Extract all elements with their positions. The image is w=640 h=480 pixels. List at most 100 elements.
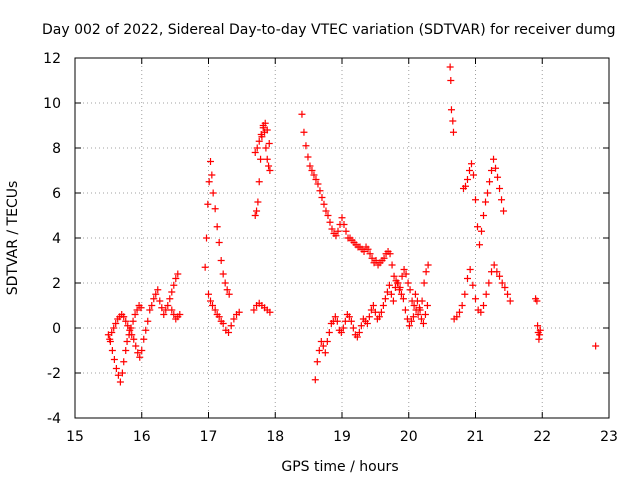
data-point — [168, 288, 176, 296]
data-point — [219, 320, 227, 327]
data-point — [323, 338, 331, 345]
data-point — [152, 290, 160, 298]
data-point — [340, 221, 348, 228]
data-point — [321, 349, 329, 357]
x-tick-label: 17 — [200, 429, 218, 445]
data-point — [205, 290, 212, 298]
axis-ticks: 15 16 17 18 19 20 21 22 23 -4 -2 0 2 4 6 8 10 12 — [43, 51, 618, 445]
data-point — [136, 353, 144, 361]
data-point — [535, 335, 543, 343]
data-point — [118, 369, 126, 377]
data-point — [208, 171, 216, 179]
data-point — [257, 131, 265, 138]
y-tick-label: 12 — [43, 51, 61, 67]
data-point — [213, 223, 221, 231]
grid — [75, 58, 609, 418]
data-point — [255, 137, 263, 145]
data-point — [334, 227, 342, 235]
data-point — [506, 297, 514, 305]
data-points — [104, 63, 600, 386]
data-point — [251, 212, 259, 219]
data-point — [257, 155, 265, 163]
data-point — [300, 128, 308, 136]
data-point — [411, 290, 419, 298]
data-point — [170, 311, 178, 318]
data-point — [381, 295, 389, 303]
data-point — [498, 196, 506, 204]
data-point — [401, 306, 409, 314]
data-point — [313, 358, 321, 366]
data-point — [126, 326, 134, 334]
data-point — [166, 295, 174, 303]
data-point — [360, 248, 368, 255]
data-point — [417, 315, 425, 323]
data-point — [413, 297, 421, 305]
data-point — [490, 261, 498, 269]
data-point — [129, 317, 137, 325]
data-point — [482, 198, 490, 206]
data-point — [211, 306, 219, 314]
data-point — [253, 207, 261, 215]
data-point — [225, 329, 233, 336]
data-point — [461, 182, 469, 190]
data-point — [592, 342, 600, 350]
data-point — [496, 185, 504, 192]
data-point — [215, 239, 223, 246]
data-point — [364, 245, 372, 253]
data-point — [311, 376, 319, 384]
data-point — [496, 272, 504, 280]
data-point — [449, 128, 457, 136]
data-point — [116, 378, 124, 386]
data-point — [174, 270, 182, 278]
data-point — [386, 250, 394, 258]
data-point — [106, 335, 114, 343]
data-point — [484, 189, 492, 197]
data-point — [205, 178, 213, 186]
data-point — [114, 371, 122, 379]
data-point — [137, 304, 145, 312]
data-point — [419, 320, 427, 327]
data-point — [259, 124, 267, 132]
data-point — [367, 306, 375, 314]
data-point — [144, 317, 152, 325]
data-point — [389, 297, 397, 305]
data-point — [304, 153, 312, 161]
data-point — [123, 338, 131, 345]
data-point — [391, 284, 399, 291]
data-point — [219, 270, 227, 278]
data-point — [492, 164, 500, 172]
data-point — [383, 288, 391, 296]
data-point — [345, 313, 353, 321]
data-point — [390, 272, 398, 280]
data-point — [377, 308, 385, 316]
data-point — [211, 205, 219, 213]
data-point — [404, 279, 412, 287]
data-point — [122, 317, 130, 325]
data-point — [110, 324, 118, 332]
y-axis-label: SDTVAR / TECUs — [5, 181, 21, 296]
data-point — [375, 313, 383, 321]
data-point — [204, 200, 212, 208]
y-tick-label: 4 — [52, 231, 61, 247]
data-point — [423, 302, 431, 309]
data-point — [494, 173, 502, 181]
data-point — [134, 349, 142, 357]
x-axis-label: GPS time / hours — [281, 459, 398, 475]
data-point — [355, 329, 363, 336]
data-point — [424, 261, 432, 269]
data-point — [298, 110, 306, 118]
data-point — [250, 306, 258, 314]
data-point — [319, 342, 327, 350]
plot-frame — [74, 57, 610, 419]
data-point — [476, 241, 484, 249]
x-tick-label: 22 — [533, 429, 551, 445]
data-point — [409, 313, 417, 321]
data-point — [536, 326, 544, 334]
data-point — [227, 322, 235, 330]
data-point — [314, 180, 322, 188]
data-point — [534, 322, 542, 330]
data-point — [500, 207, 508, 215]
data-point — [124, 322, 132, 330]
x-tick-label: 20 — [400, 429, 418, 445]
data-point — [120, 313, 128, 321]
